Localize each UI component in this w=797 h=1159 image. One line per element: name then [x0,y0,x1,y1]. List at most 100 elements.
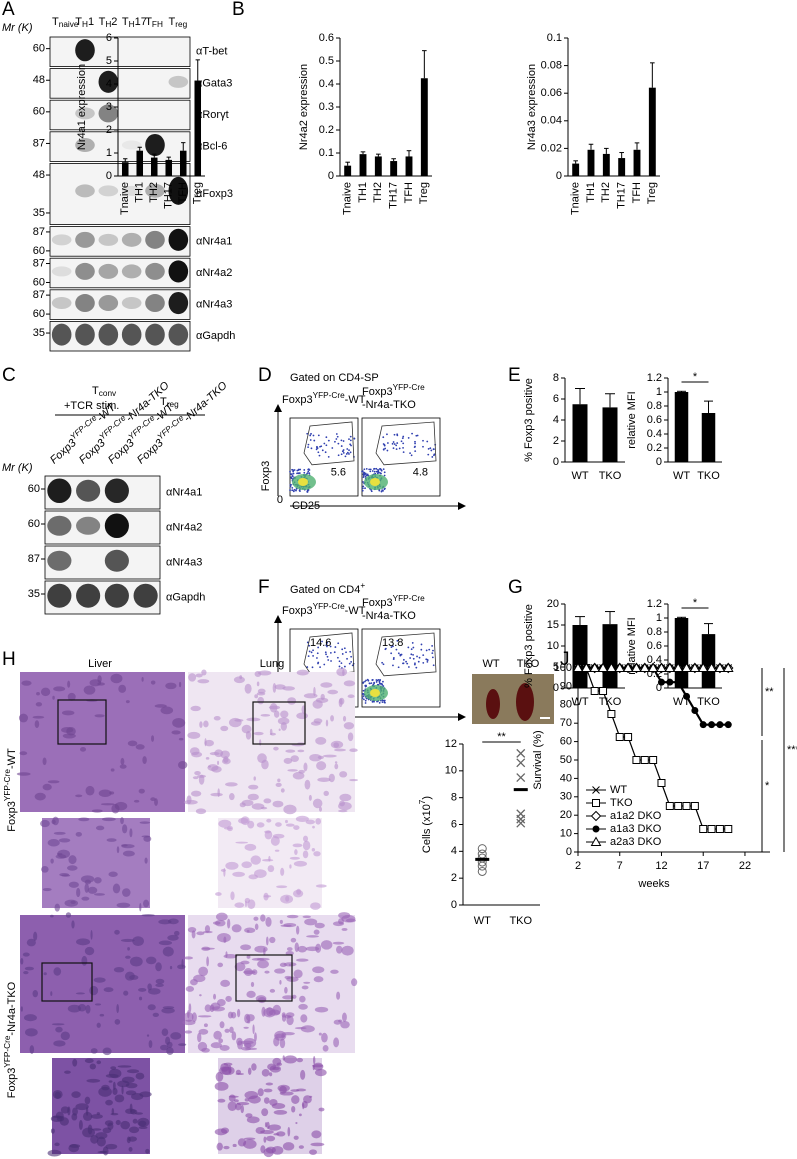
tissue-feature [243,1137,256,1140]
blot-band [98,295,119,312]
tissue-feature [64,1070,71,1074]
tissue-feature [294,849,298,855]
tissue-feature [254,869,267,878]
tissue-feature [334,763,339,770]
flow-dot [378,489,381,492]
tissue-feature [171,730,181,735]
flow-dot [292,470,295,473]
bar [602,153,610,176]
gate-label: Gated on CD4+ [290,581,365,596]
flow-dot [417,660,420,663]
data-point [683,692,691,700]
flow-dot [375,470,378,473]
flow-dot [316,652,319,655]
lane-label-part: FH [152,20,163,29]
tissue-feature [268,705,281,710]
y-tick-label: 60 [560,736,572,748]
tissue-feature [132,1118,138,1124]
tissue-feature [347,694,355,699]
x-tick-label: TFH [403,182,415,203]
flow-dot [431,645,434,647]
flow-dot [340,445,343,447]
tissue-feature [314,1006,329,1013]
spleen-photo [472,674,554,724]
tissue-feature [139,1091,152,1098]
tissue-feature [210,792,223,797]
flow-dot [310,447,313,450]
tissue-feature [272,800,284,808]
mw-marker: 60 [28,518,40,530]
tissue-feature [340,1020,350,1029]
data-point [657,678,665,686]
tissue-feature [305,946,320,952]
tissue-feature [296,958,309,962]
panel-letter: B [232,0,245,20]
tissue-feature [60,1106,70,1114]
tissue-feature [147,1004,156,1011]
data-point [666,678,674,686]
tissue-feature [228,1064,232,1075]
tissue-feature [145,1148,150,1154]
flow-dot [381,489,384,492]
flow-dot [346,451,349,454]
flow-dot [306,490,309,493]
sample-label-part: YFP-Cre [393,383,425,392]
blot-band [168,323,189,346]
tissue-feature [333,748,347,752]
flow-dot [291,486,294,489]
tissue-feature [232,1143,237,1148]
blot-band [104,478,129,503]
blot-band [121,185,142,196]
tissue-feature [220,868,226,872]
flow-dot [410,653,413,656]
tissue-feature [247,1067,252,1075]
tissue-feature [285,895,290,902]
antibody-label: αNr4a3 [196,299,232,311]
tissue-feature [260,914,266,922]
tissue-feature [167,934,179,941]
y-tick-label: 2 [106,124,112,136]
tissue-feature [116,902,131,908]
tissue-feature [50,991,53,996]
tissue-feature [295,815,309,823]
tissue-feature [272,683,277,693]
x-tick-label: WT [571,696,588,708]
tissue-feature [220,725,229,732]
tissue-feature [19,751,28,756]
flow-dot [376,472,379,475]
y-axis-label: % Foxp3 positive [523,378,535,462]
tissue-feature [90,1135,99,1144]
significance-label: * [693,371,698,383]
blot-band [47,478,72,503]
flow-dot [433,453,436,456]
blot-band [121,264,142,279]
tissue-feature [287,769,298,772]
data-point [599,687,608,695]
tissue-feature [227,1101,237,1112]
y-tick-label: 10 [560,828,572,840]
flow-dot [317,451,320,454]
tissue-feature [316,761,327,771]
bar [674,618,689,688]
flow-dot [308,650,311,653]
tissue-feature [145,956,157,965]
tissue-feature [178,760,188,770]
flow-dot [364,702,367,704]
tissue-feature [273,1036,280,1047]
photo-label: WT [482,658,499,670]
bar [701,413,716,462]
tissue-feature [135,744,145,750]
tissue-feature [264,970,270,974]
tissue-feature [112,883,121,894]
significance-label: * [765,780,770,792]
tissue-feature [201,669,207,676]
tissue-feature [333,742,340,748]
tissue-feature [34,792,46,801]
x-tick-label: TFH [631,182,643,203]
data-point [589,662,601,672]
tissue-feature [261,1108,269,1117]
lane-label-part: YFP-Cre [69,413,99,441]
group-label-part: T [160,396,167,408]
tissue-feature [94,877,102,884]
flow-dot [370,490,373,493]
